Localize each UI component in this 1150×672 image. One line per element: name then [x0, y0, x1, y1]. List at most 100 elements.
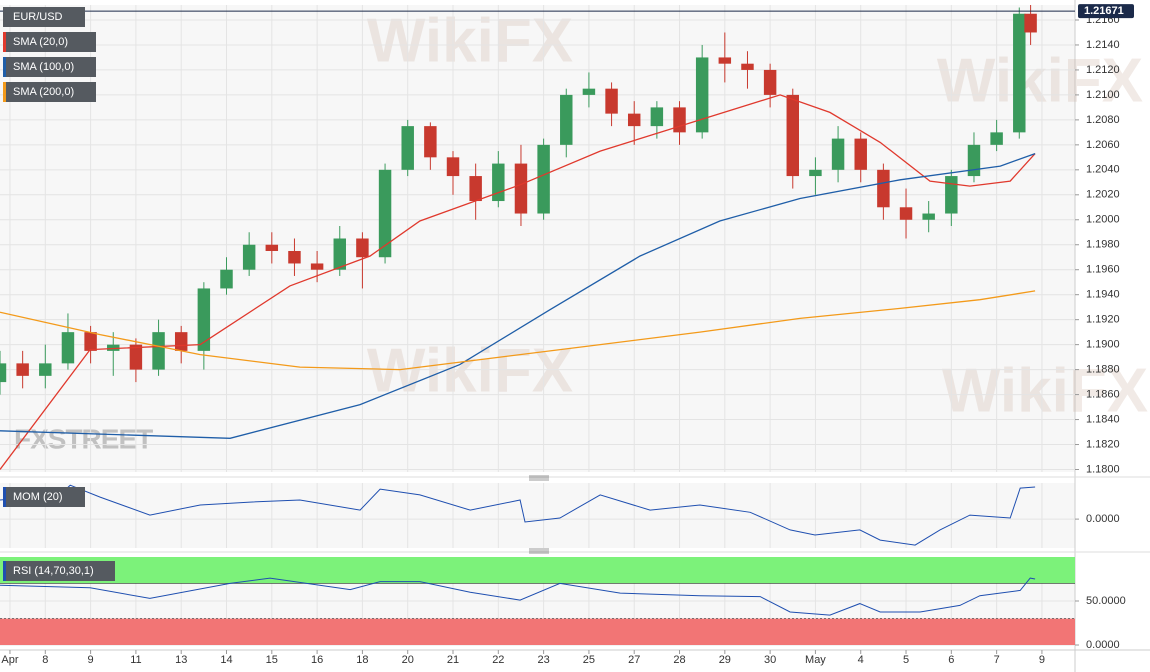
- x-tick-label: 15: [266, 654, 278, 666]
- candle-body: [627, 113, 641, 127]
- y-tick-label: 1.1960: [1086, 264, 1120, 276]
- candle-body: [560, 94, 573, 145]
- x-tick-label: 14: [220, 654, 232, 666]
- candle-body: [129, 344, 143, 370]
- y-tick-label: 0.0000: [1086, 513, 1120, 525]
- y-tick-label: 0.0000: [1086, 639, 1120, 651]
- y-tick-label: 50.0000: [1086, 595, 1126, 607]
- line: [0, 94, 1036, 470]
- candle-body: [967, 144, 981, 177]
- candle-body: [492, 163, 505, 202]
- candle-body: [990, 132, 1003, 145]
- candle-body: [854, 138, 867, 170]
- candle-body: [582, 88, 596, 95]
- watermark: WikiFX: [942, 356, 1148, 425]
- x-tick-label: 6: [948, 654, 954, 666]
- legend-swatch: [3, 561, 6, 581]
- y-tick-label: 1.1840: [1086, 413, 1120, 425]
- candle-body: [152, 332, 165, 370]
- x-tick-label: 29: [719, 654, 731, 666]
- candle-body: [446, 157, 460, 177]
- candle-body: [514, 163, 528, 214]
- x-tick-label: 21: [447, 654, 459, 666]
- y-tick-label: 1.2140: [1086, 39, 1120, 51]
- candle-body: [605, 88, 618, 114]
- y-tick-label: 1.1880: [1086, 364, 1120, 376]
- watermark: WikiFX: [367, 6, 573, 75]
- candle-body: [378, 169, 392, 258]
- candle-body: [174, 332, 188, 351]
- candle-body: [741, 63, 754, 70]
- candle-body: [945, 176, 958, 214]
- legend-swatch: [3, 487, 6, 507]
- last-price-box: [1078, 4, 1134, 19]
- watermark: WikiFX: [937, 46, 1143, 115]
- y-tick-label: 1.1860: [1086, 388, 1120, 400]
- x-tick-label: 16: [311, 654, 323, 666]
- legend-box: [3, 561, 115, 581]
- legend-label: RSI (14,70,30,1): [13, 565, 94, 577]
- y-tick-label: 1.1920: [1086, 314, 1120, 326]
- candle-body: [899, 207, 913, 220]
- line: [0, 290, 1036, 371]
- legend-swatch: [3, 7, 6, 27]
- y-tick-label: 1.2060: [1086, 139, 1120, 151]
- x-tick-label: 9: [1039, 654, 1045, 666]
- line: [0, 484, 1036, 546]
- x-tick-label: 27: [628, 654, 640, 666]
- candle-body: [242, 244, 256, 270]
- x-tick-label: 22: [492, 654, 504, 666]
- mom-panel: [0, 483, 1075, 548]
- y-tick-label: 1.2100: [1086, 89, 1120, 101]
- candle-body: [424, 126, 437, 158]
- logo: FXSTREET: [14, 423, 153, 454]
- candle-body: [84, 332, 97, 351]
- x-tick-label: 23: [537, 654, 549, 666]
- legend-box: [3, 487, 85, 507]
- line: [0, 577, 1036, 616]
- y-tick-label: 1.2000: [1086, 214, 1120, 226]
- resize-handle[interactable]: [529, 475, 549, 554]
- y-tick-label: 1.2020: [1086, 189, 1120, 201]
- x-tick-label: Apr: [1, 654, 18, 666]
- candle-body: [537, 144, 550, 214]
- x-tick-label: 20: [402, 654, 414, 666]
- legend-label: SMA (20,0): [13, 36, 68, 48]
- candle-body: [786, 94, 800, 177]
- candle-body: [695, 57, 709, 133]
- line: [0, 152, 1036, 439]
- legend-swatch: [3, 82, 6, 102]
- x-tick-label: May: [805, 654, 826, 666]
- legend-box: [3, 57, 96, 77]
- last-price-label: 1.21671: [1084, 5, 1124, 17]
- candle-body: [809, 169, 822, 177]
- candle-body: [265, 244, 279, 251]
- candle-body: [288, 250, 301, 264]
- y-tick-label: 1.2040: [1086, 164, 1120, 176]
- x-tick-label: 30: [764, 654, 776, 666]
- candle-body: [107, 344, 120, 351]
- candle-body: [356, 238, 369, 258]
- candle-body: [1024, 13, 1037, 33]
- legend-box: [3, 7, 85, 27]
- x-tick-label: 11: [130, 654, 141, 666]
- legend-label: EUR/USD: [13, 11, 63, 23]
- watermark: WikiFX: [367, 336, 573, 405]
- candle-body: [0, 363, 7, 383]
- y-tick-label: 1.1800: [1086, 463, 1120, 475]
- x-tick-label: 4: [858, 654, 864, 666]
- candle-body: [220, 269, 233, 289]
- candle-body: [401, 126, 414, 170]
- x-tick-label: 28: [673, 654, 685, 666]
- x-tick-label: 8: [42, 654, 48, 666]
- candle-body: [673, 107, 686, 133]
- candle-body: [61, 332, 75, 364]
- legend-swatch: [3, 57, 6, 77]
- y-tick-label: 1.1820: [1086, 438, 1120, 450]
- candle-body: [39, 363, 52, 376]
- candle-body: [877, 169, 890, 208]
- candle-body: [197, 288, 211, 351]
- candle-body: [650, 107, 664, 127]
- y-tick-label: 1.1940: [1086, 289, 1120, 301]
